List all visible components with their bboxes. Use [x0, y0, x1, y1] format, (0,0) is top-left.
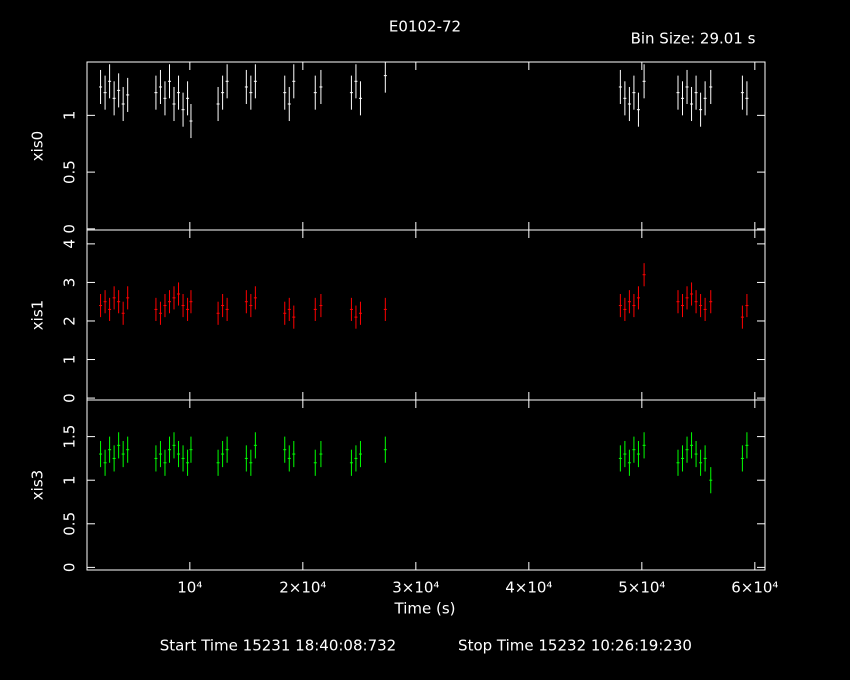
y-tick-label: 1 — [61, 111, 79, 121]
y-axis-label: xis0 — [29, 131, 47, 161]
x-axis-label: Time (s) — [394, 600, 456, 618]
y-axis-label: xis1 — [29, 300, 47, 330]
panel-frame — [86, 61, 766, 231]
stop-time: Stop Time 15232 10:26:19:230 — [458, 637, 692, 655]
series — [99, 263, 749, 329]
y-axis-label: xis3 — [29, 470, 47, 500]
y-tick-label: 0 — [61, 393, 79, 403]
panel-frame — [86, 399, 766, 571]
x-tick-label: 5×10⁴ — [618, 579, 665, 597]
x-tick-label: 2×10⁴ — [279, 579, 326, 597]
y-tick-label: 0.5 — [61, 160, 79, 184]
y-tick-label: 1 — [61, 475, 79, 485]
panel-frame — [86, 229, 766, 401]
x-tick-label: 4×10⁴ — [505, 579, 552, 597]
series — [99, 62, 749, 139]
y-tick-label: 2 — [61, 316, 79, 326]
y-tick-label: 4 — [61, 239, 79, 249]
y-tick-label: 0 — [61, 224, 79, 234]
y-tick-label: 0 — [61, 563, 79, 573]
y-tick-label: 1 — [61, 355, 79, 365]
y-tick-label: 1.5 — [61, 425, 79, 449]
x-tick-label: 6×10⁴ — [731, 579, 778, 597]
start-time: Start Time 15231 18:40:08:732 — [160, 637, 396, 655]
bin-size: Bin Size: 29.01 s — [631, 30, 756, 48]
x-tick-label: 10⁴ — [177, 579, 202, 597]
series — [99, 432, 749, 494]
y-tick-label: 0.5 — [61, 512, 79, 536]
y-tick-label: 3 — [61, 278, 79, 288]
x-tick-label: 3×10⁴ — [392, 579, 439, 597]
chart-title: E0102-72 — [389, 18, 461, 36]
